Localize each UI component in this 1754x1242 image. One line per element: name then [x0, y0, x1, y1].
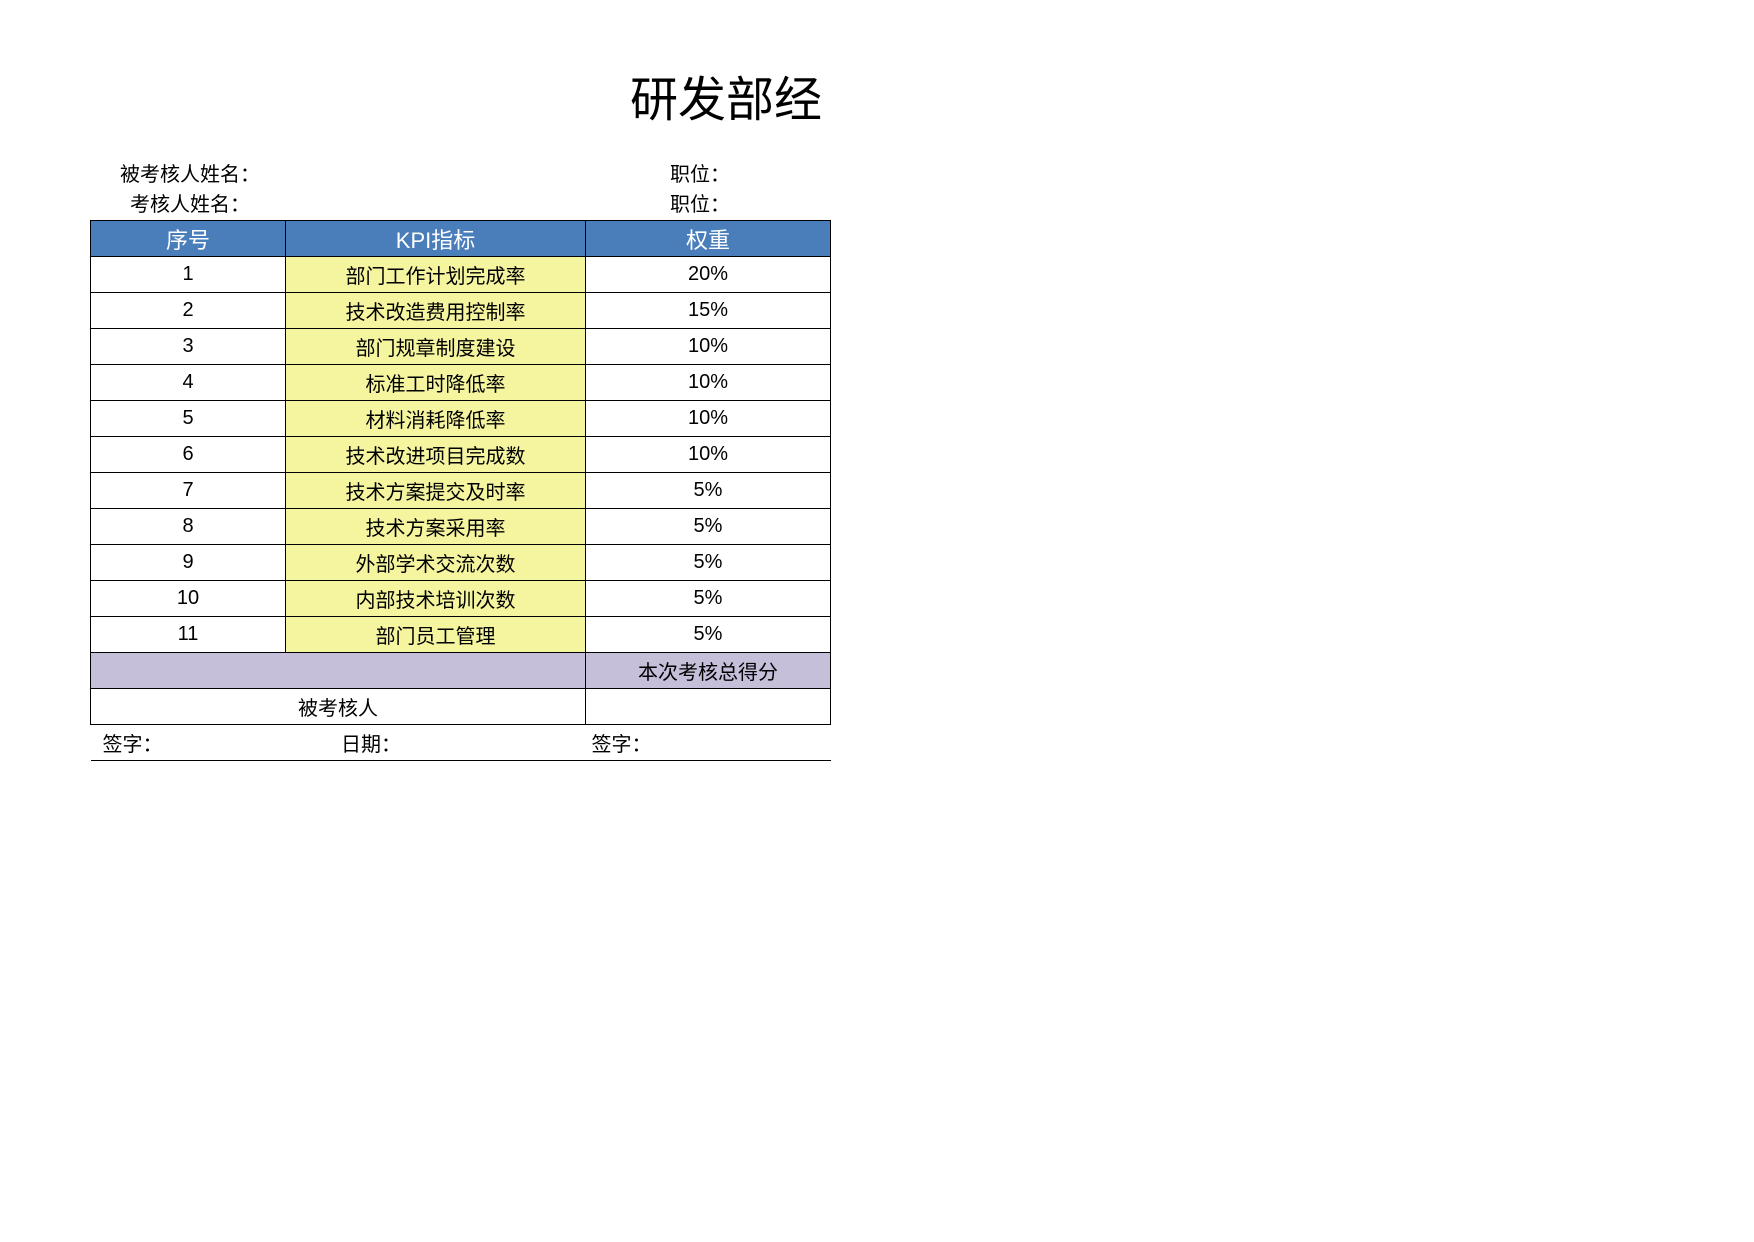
cell-kpi: 技术改造费用控制率	[286, 293, 586, 329]
assessee-label: 被考核人	[91, 689, 586, 725]
cell-weight: 5%	[586, 581, 831, 617]
cell-kpi: 部门规章制度建设	[286, 329, 586, 365]
cell-weight: 5%	[586, 509, 831, 545]
cell-weight: 15%	[586, 293, 831, 329]
cell-seq: 8	[91, 509, 286, 545]
cell-weight: 5%	[586, 545, 831, 581]
header-kpi: KPI指标	[286, 221, 586, 257]
table-row: 8 技术方案采用率 5%	[91, 509, 831, 545]
cell-seq: 1	[91, 257, 286, 293]
cell-seq: 11	[91, 617, 286, 653]
cell-kpi: 内部技术培训次数	[286, 581, 586, 617]
cell-kpi: 材料消耗降低率	[286, 401, 586, 437]
cell-kpi: 外部学术交流次数	[286, 545, 586, 581]
table-row: 7 技术方案提交及时率 5%	[91, 473, 831, 509]
cell-weight: 5%	[586, 473, 831, 509]
assessee-blank	[586, 689, 831, 725]
assessee-row: 被考核人	[91, 689, 831, 725]
table-row: 2 技术改造费用控制率 15%	[91, 293, 831, 329]
total-blank	[91, 653, 586, 689]
table-row: 3 部门规章制度建设 10%	[91, 329, 831, 365]
date-label: 日期：	[341, 728, 401, 757]
total-label: 本次考核总得分	[586, 653, 831, 689]
cell-kpi: 部门工作计划完成率	[286, 257, 586, 293]
cell-kpi: 部门员工管理	[286, 617, 586, 653]
cell-kpi: 技术改进项目完成数	[286, 437, 586, 473]
cell-kpi: 技术方案提交及时率	[286, 473, 586, 509]
info-area: 被考核人姓名： 职位： 考核人姓名： 职位：	[90, 160, 830, 220]
position-label-1: 职位：	[590, 160, 730, 190]
cell-weight: 10%	[586, 437, 831, 473]
table-header-row: 序号 KPI指标 权重	[91, 221, 831, 257]
position-label-2: 职位：	[590, 190, 730, 220]
header-seq: 序号	[91, 221, 286, 257]
cell-weight: 20%	[586, 257, 831, 293]
table-row: 5 材料消耗降低率 10%	[91, 401, 831, 437]
table-row: 11 部门员工管理 5%	[91, 617, 831, 653]
cell-seq: 3	[91, 329, 286, 365]
assessor-name-label: 考核人姓名：	[90, 190, 590, 220]
cell-weight: 10%	[586, 365, 831, 401]
cell-seq: 7	[91, 473, 286, 509]
cell-seq: 6	[91, 437, 286, 473]
cell-kpi: 标准工时降低率	[286, 365, 586, 401]
table-row: 6 技术改进项目完成数 10%	[91, 437, 831, 473]
cell-weight: 5%	[586, 617, 831, 653]
cell-weight: 10%	[586, 329, 831, 365]
kpi-table: 序号 KPI指标 权重 1 部门工作计划完成率 20% 2 技术改造费用控制率 …	[90, 220, 831, 761]
table-row: 9 外部学术交流次数 5%	[91, 545, 831, 581]
page-title: 研发部经	[630, 60, 1754, 130]
sign-label-left: 签字：	[97, 728, 342, 757]
table-row: 4 标准工时降低率 10%	[91, 365, 831, 401]
cell-seq: 4	[91, 365, 286, 401]
cell-seq: 5	[91, 401, 286, 437]
sign-row: 签字： 日期： 签字：	[91, 725, 831, 761]
assessee-name-label: 被考核人姓名：	[90, 160, 590, 190]
cell-kpi: 技术方案采用率	[286, 509, 586, 545]
table-row: 10 内部技术培训次数 5%	[91, 581, 831, 617]
header-weight: 权重	[586, 221, 831, 257]
total-row: 本次考核总得分	[91, 653, 831, 689]
cell-seq: 9	[91, 545, 286, 581]
cell-seq: 10	[91, 581, 286, 617]
table-row: 1 部门工作计划完成率 20%	[91, 257, 831, 293]
cell-seq: 2	[91, 293, 286, 329]
sign-label-right: 签字：	[586, 725, 831, 761]
cell-weight: 10%	[586, 401, 831, 437]
